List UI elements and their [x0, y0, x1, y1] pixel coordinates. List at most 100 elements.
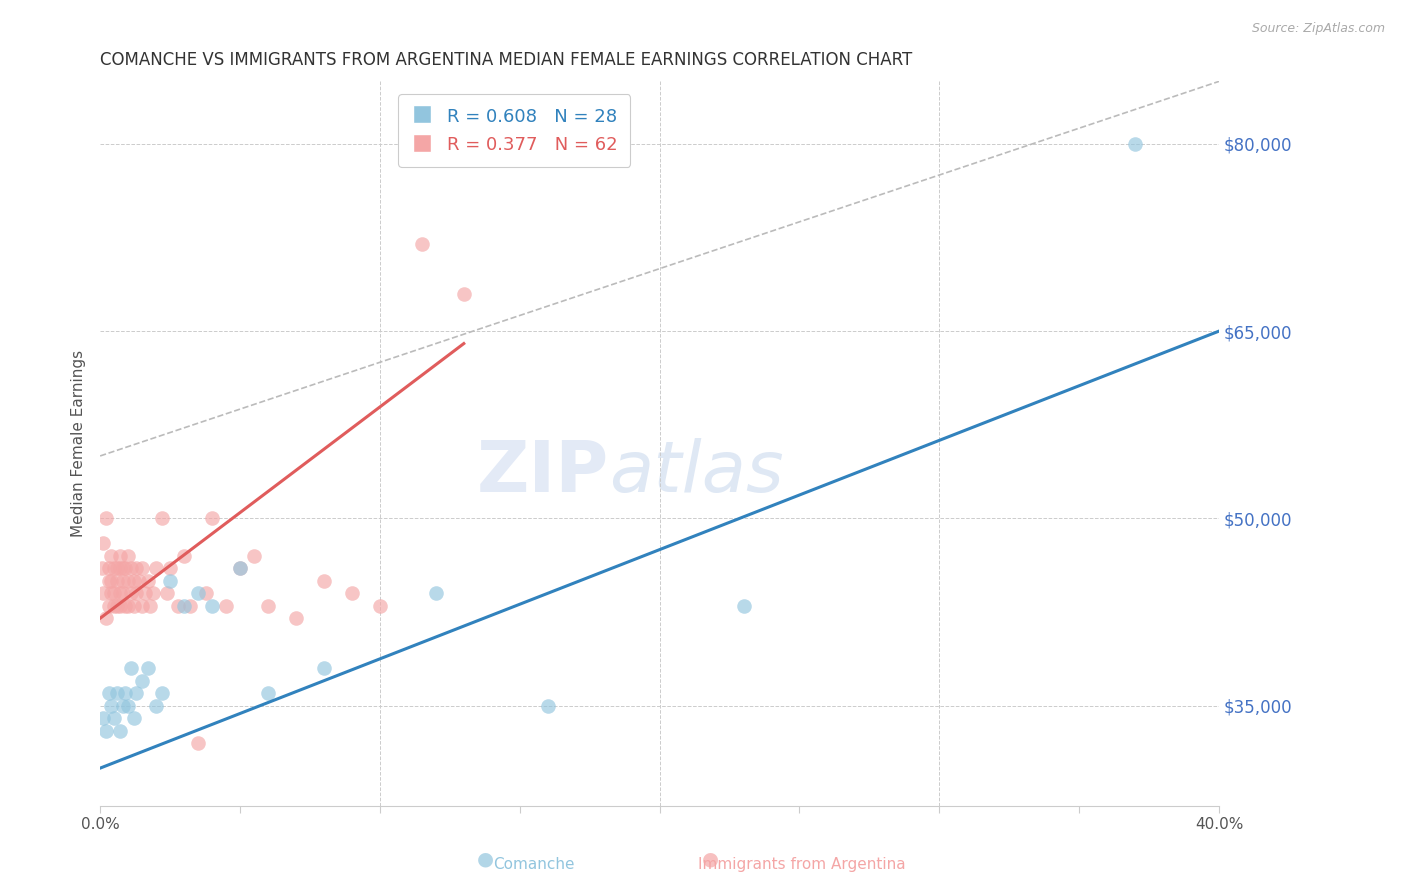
Point: [159, 574, 181, 588]
Point: [111, 698, 134, 713]
Point: [114, 599, 136, 613]
Point: [108, 586, 131, 600]
Point: [229, 561, 252, 575]
Point: [340, 586, 363, 600]
Point: [243, 549, 266, 563]
Point: [105, 599, 128, 613]
Point: [108, 723, 131, 738]
Point: [257, 599, 280, 613]
Point: [145, 698, 167, 713]
Point: [156, 586, 179, 600]
Point: [100, 586, 122, 600]
Point: [215, 599, 238, 613]
Point: [173, 599, 195, 613]
Point: [312, 574, 335, 588]
Point: [97, 561, 120, 575]
Point: [111, 561, 134, 575]
Point: [94, 723, 117, 738]
Point: [150, 511, 173, 525]
Point: [453, 286, 475, 301]
Point: [97, 686, 120, 700]
Point: [136, 661, 159, 675]
Point: [125, 686, 148, 700]
Point: [94, 611, 117, 625]
Point: [117, 698, 139, 713]
Point: [97, 574, 120, 588]
Text: ●: ●: [477, 850, 494, 869]
Point: [120, 561, 142, 575]
Point: [111, 586, 134, 600]
Point: [100, 698, 122, 713]
Point: [103, 561, 125, 575]
Text: COMANCHE VS IMMIGRANTS FROM ARGENTINA MEDIAN FEMALE EARNINGS CORRELATION CHART: COMANCHE VS IMMIGRANTS FROM ARGENTINA ME…: [100, 51, 912, 69]
Y-axis label: Median Female Earnings: Median Female Earnings: [72, 350, 86, 537]
Point: [150, 686, 173, 700]
Point: [105, 686, 128, 700]
Point: [145, 561, 167, 575]
Point: [125, 586, 148, 600]
Point: [131, 561, 153, 575]
Point: [733, 599, 755, 613]
Point: [108, 549, 131, 563]
Point: [122, 711, 145, 725]
Point: [187, 586, 209, 600]
Point: [142, 586, 165, 600]
Point: [100, 549, 122, 563]
Point: [195, 586, 218, 600]
Point: [368, 599, 391, 613]
Point: [125, 561, 148, 575]
Point: [139, 599, 162, 613]
Point: [122, 574, 145, 588]
Point: [91, 536, 114, 550]
Text: Comanche: Comanche: [494, 857, 575, 872]
Point: [537, 698, 560, 713]
Point: [117, 574, 139, 588]
Point: [131, 673, 153, 688]
Point: [120, 661, 142, 675]
Point: [131, 599, 153, 613]
Point: [114, 561, 136, 575]
Point: [97, 599, 120, 613]
Point: [108, 599, 131, 613]
Point: [229, 561, 252, 575]
Point: [179, 599, 201, 613]
Point: [103, 599, 125, 613]
Point: [187, 736, 209, 750]
Point: [411, 236, 433, 251]
Point: [425, 586, 447, 600]
Point: [167, 599, 190, 613]
Point: [257, 686, 280, 700]
Point: [173, 549, 195, 563]
Point: [117, 549, 139, 563]
Point: [100, 574, 122, 588]
Point: [108, 561, 131, 575]
Point: [201, 599, 224, 613]
Point: [122, 599, 145, 613]
Text: atlas: atlas: [609, 438, 785, 507]
Point: [136, 574, 159, 588]
Point: [159, 561, 181, 575]
Text: Source: ZipAtlas.com: Source: ZipAtlas.com: [1251, 22, 1385, 36]
Point: [111, 574, 134, 588]
Point: [103, 711, 125, 725]
Point: [1123, 136, 1146, 151]
Point: [201, 511, 224, 525]
Point: [103, 586, 125, 600]
Point: [134, 586, 156, 600]
Point: [105, 574, 128, 588]
Point: [105, 561, 128, 575]
Point: [91, 586, 114, 600]
Text: ●: ●: [702, 850, 718, 869]
Point: [117, 599, 139, 613]
Point: [120, 586, 142, 600]
Legend: R = 0.608   N = 28, R = 0.377   N = 62: R = 0.608 N = 28, R = 0.377 N = 62: [398, 94, 630, 167]
Text: Immigrants from Argentina: Immigrants from Argentina: [697, 857, 905, 872]
Point: [91, 711, 114, 725]
Point: [128, 574, 150, 588]
Point: [114, 686, 136, 700]
Point: [90, 561, 112, 575]
Text: ZIP: ZIP: [477, 438, 609, 507]
Point: [284, 611, 307, 625]
Point: [312, 661, 335, 675]
Point: [94, 511, 117, 525]
